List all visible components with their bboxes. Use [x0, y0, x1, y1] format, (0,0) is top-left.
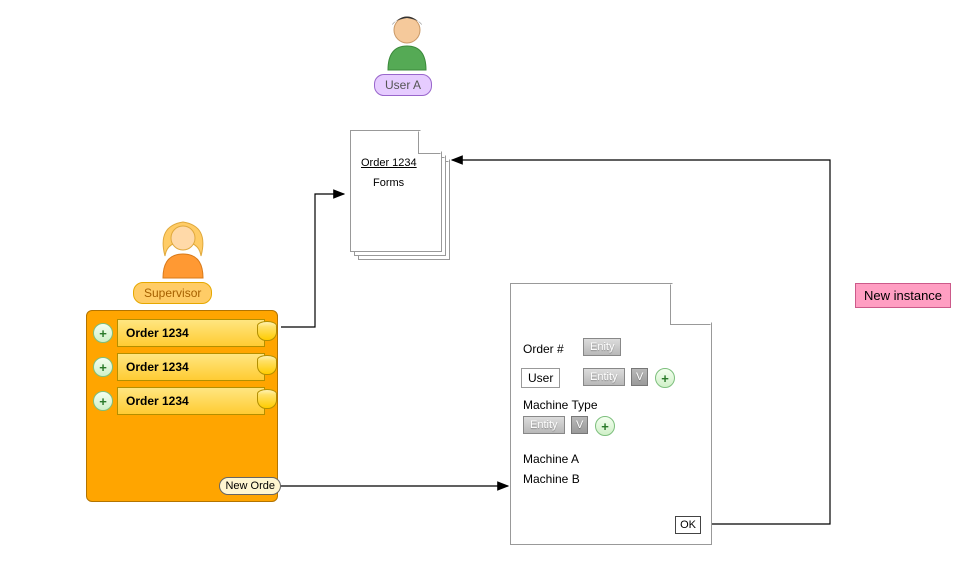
avatar-supervisor [153, 216, 213, 283]
doc-title: Order 1234 [361, 157, 417, 169]
doc-front: Order 1234 Forms [350, 130, 442, 252]
new-instance-box: New instance [855, 283, 951, 308]
person-icon [153, 216, 213, 280]
user-input[interactable]: User [521, 368, 560, 388]
entity-chip-mtype[interactable]: Entity [523, 416, 565, 434]
order-row[interactable]: Order 1234 [117, 353, 265, 381]
add-icon[interactable] [93, 391, 113, 411]
orders-panel: Order 1234 Order 1234 Order 1234 New Ord… [86, 310, 278, 502]
machine-item: Machine A [523, 452, 579, 466]
order-label: Order 1234 [126, 360, 189, 374]
order-row[interactable]: Order 1234 [117, 387, 265, 415]
doc-subtitle: Forms [373, 177, 404, 189]
dropdown-v-mtype[interactable]: V [571, 416, 588, 434]
database-icon [257, 389, 275, 409]
user-a-label: User A [374, 74, 432, 96]
order-label: Order 1234 [126, 394, 189, 408]
add-icon[interactable] [595, 416, 615, 436]
add-icon[interactable] [93, 357, 113, 377]
label-order-num: Order # [523, 342, 564, 356]
new-order-button[interactable]: New Orde [219, 477, 281, 495]
label-machine-type: Machine Type [523, 398, 598, 412]
form-doc: Order # Enity User Entity V Machine Type… [510, 283, 712, 545]
ok-button[interactable]: OK [675, 516, 701, 534]
doc-stack: Order 1234 Forms [350, 130, 460, 266]
entity-chip-user[interactable]: Entity [583, 368, 625, 386]
dropdown-v-user[interactable]: V [631, 368, 648, 386]
machine-item: Machine B [523, 472, 580, 486]
database-icon [257, 321, 275, 341]
database-icon [257, 355, 275, 375]
supervisor-label: Supervisor [133, 282, 212, 304]
order-label: Order 1234 [126, 326, 189, 340]
person-icon [380, 12, 434, 72]
entity-chip-order[interactable]: Enity [583, 338, 621, 356]
edge-panel-to-docstack [281, 194, 344, 327]
diagram-canvas: User A Supervisor Order 1234 Order 1234 … [0, 0, 972, 572]
order-row[interactable]: Order 1234 [117, 319, 265, 347]
add-icon[interactable] [655, 368, 675, 388]
add-icon[interactable] [93, 323, 113, 343]
avatar-user-a [380, 12, 434, 75]
